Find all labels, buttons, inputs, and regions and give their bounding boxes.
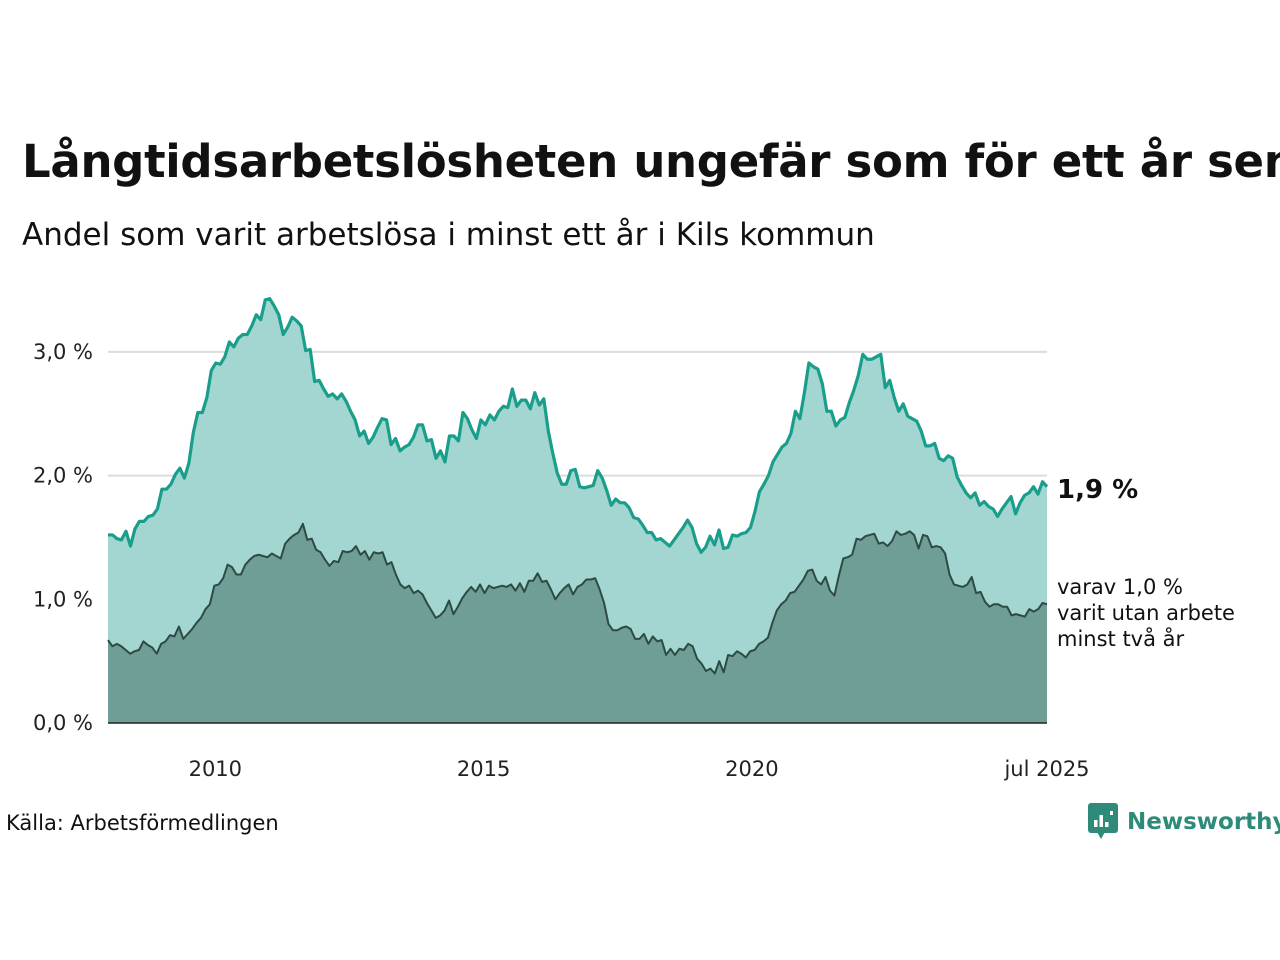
y-tick-label: 1,0 % (33, 587, 93, 611)
x-tick-label: 2015 (457, 757, 510, 781)
chart-subtitle: Andel som varit arbetslösa i minst ett å… (22, 217, 875, 253)
x-axis-ticks: 2010 2015 2020 jul 2025 (189, 757, 1090, 781)
brand-logo: Newsworthy (1088, 803, 1280, 841)
latest-value-label: 1,9 % (1057, 475, 1138, 505)
chart-title: Långtidsarbetslösheten ungefär som för e… (22, 135, 1280, 188)
newsworthy-logo-icon (1088, 803, 1118, 839)
x-tick-label: 2020 (725, 757, 778, 781)
source-note: Källa: Arbetsförmedlingen (6, 811, 279, 835)
brand-name: Newsworthy (1127, 809, 1280, 835)
note-line-1: varav 1,0 % (1057, 575, 1183, 599)
y-tick-label: 0,0 % (33, 711, 93, 735)
x-tick-label: 2010 (189, 757, 242, 781)
lower-series-line (107, 522, 1048, 675)
lower-series-area (108, 523, 1047, 723)
y-tick-label: 2,0 % (33, 464, 93, 488)
x-tick-label: jul 2025 (1003, 757, 1089, 781)
upper-series-line (108, 297, 1049, 554)
note-line-3: minst två år (1057, 626, 1185, 651)
y-axis-ticks: 0,0 % 1,0 % 2,0 % 3,0 % (33, 340, 93, 735)
note-line-2: varit utan arbete (1057, 601, 1235, 625)
y-tick-label: 3,0 % (33, 340, 93, 364)
